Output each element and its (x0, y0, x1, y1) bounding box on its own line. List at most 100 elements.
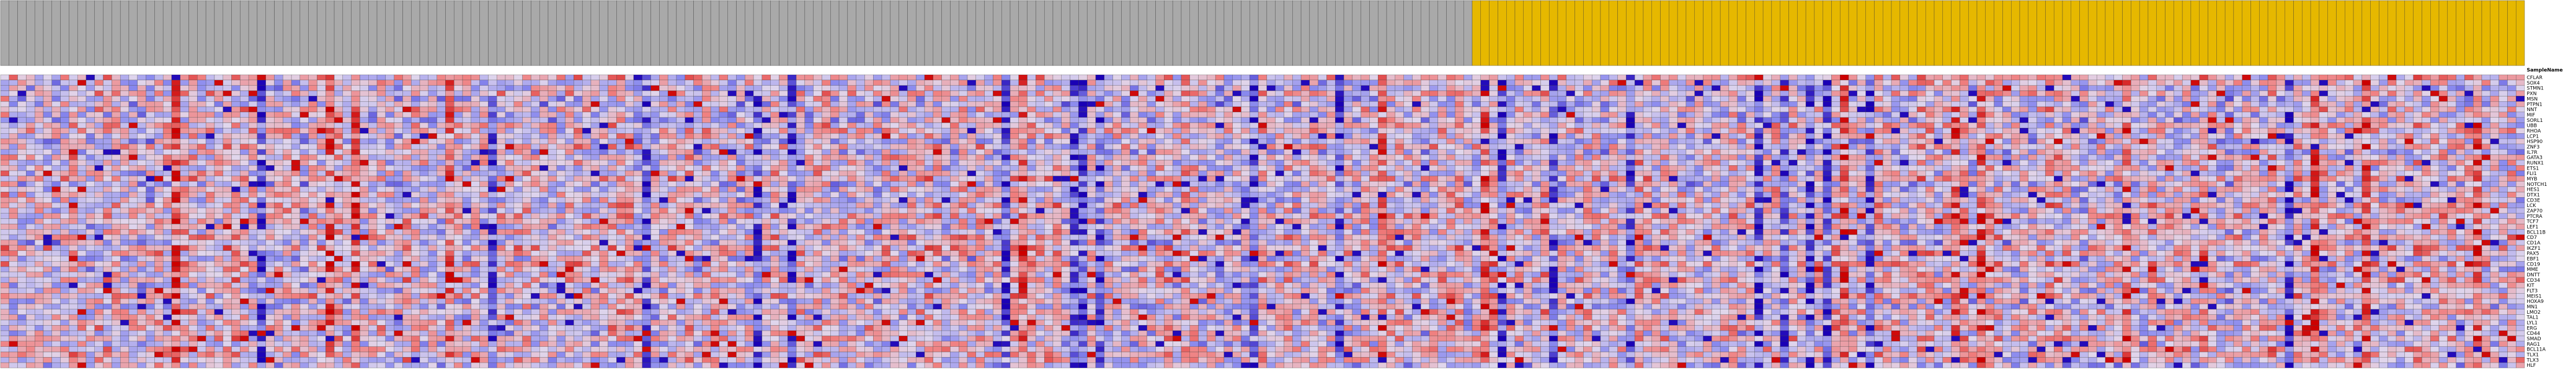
heatmap-cell (548, 122, 557, 128)
heatmap-cell (565, 138, 574, 145)
heatmap-cell (1463, 128, 1473, 134)
heatmap-cell (1241, 80, 1250, 86)
heatmap-cell (770, 80, 779, 86)
heatmap-cell (351, 128, 360, 134)
heatmap-cell (1771, 128, 1780, 134)
heatmap-cell (1463, 149, 1473, 155)
heatmap-cell (1694, 90, 1703, 96)
heatmap-cell (676, 133, 685, 139)
heatmap-cell (531, 138, 540, 145)
heatmap-cell (753, 128, 763, 134)
heatmap-cell (1942, 101, 1951, 107)
heatmap-cell (471, 96, 480, 102)
heatmap-cell (1010, 85, 1019, 91)
heatmap-cell (599, 149, 608, 155)
sample-header-cell (907, 0, 916, 66)
heatmap-cell (17, 90, 27, 96)
heatmap-cell (1010, 80, 1019, 86)
heatmap-cell (428, 128, 437, 134)
sample-header-cell (1232, 0, 1241, 66)
heatmap-cell (1968, 80, 1977, 86)
heatmap-cell (770, 154, 779, 160)
sample-header-cell (2096, 0, 2106, 66)
heatmap-cell (1712, 85, 1721, 91)
heatmap-cell (2122, 106, 2131, 113)
heatmap-cell (2404, 149, 2414, 155)
heatmap-cell (1113, 74, 1122, 81)
heatmap-cell (856, 112, 865, 118)
heatmap-cell (2054, 149, 2063, 155)
heatmap-cell (2396, 117, 2405, 123)
heatmap-cell (1523, 74, 1532, 81)
heatmap-cell (881, 154, 891, 160)
heatmap-cell (608, 85, 617, 91)
heatmap-grid (0, 74, 2525, 368)
heatmap-cell (1514, 133, 1524, 139)
heatmap-cell (1018, 80, 1027, 86)
heatmap-cell (120, 138, 129, 145)
heatmap-cell (522, 112, 531, 118)
heatmap-cell (847, 106, 856, 113)
heatmap-cell (1831, 112, 1840, 118)
heatmap-cell (1113, 149, 1122, 155)
heatmap-cell (933, 144, 942, 150)
heatmap-cell (1335, 128, 1344, 134)
heatmap-cell (1788, 96, 1798, 102)
heatmap-cell (1189, 85, 1199, 91)
heatmap-cell (2285, 122, 2294, 128)
heatmap-cell (1412, 117, 1421, 123)
heatmap-cell (1874, 133, 1883, 139)
heatmap-cell (2302, 154, 2311, 160)
heatmap-cell (2447, 90, 2456, 96)
heatmap-cell (1891, 122, 1901, 128)
heatmap-cell (1583, 149, 1592, 155)
heatmap-cell (813, 112, 822, 118)
heatmap-cell (1266, 74, 1276, 81)
heatmap-cell (60, 144, 69, 150)
heatmap-cell (1840, 149, 1849, 155)
heatmap-cell (1514, 117, 1524, 123)
sample-header-cell (2199, 0, 2208, 66)
heatmap-cell (411, 80, 420, 86)
heatmap-cell (1549, 128, 1558, 134)
heatmap-cell (1189, 149, 1199, 155)
heatmap-cell (1985, 96, 1994, 102)
heatmap-cell (162, 138, 172, 145)
heatmap-cell (308, 112, 317, 118)
heatmap-cell (1147, 154, 1156, 160)
heatmap-cell (1010, 101, 1019, 107)
heatmap-cell (1609, 149, 1618, 155)
heatmap-cell (300, 90, 309, 96)
heatmap-cell (385, 128, 394, 134)
heatmap-cell (650, 144, 660, 150)
sample-header-cell (137, 0, 146, 66)
heatmap-cell (1001, 138, 1011, 145)
heatmap-cell (1523, 128, 1532, 134)
heatmap-cell (1070, 112, 1079, 118)
heatmap-cell (2011, 80, 2020, 86)
heatmap-cell (1164, 96, 1173, 102)
heatmap-cell (2345, 144, 2354, 150)
heatmap-cell (719, 112, 728, 118)
heatmap-cell (556, 144, 565, 150)
heatmap-cell (2396, 133, 2405, 139)
heatmap-cell (488, 138, 497, 145)
heatmap-cell (368, 149, 378, 155)
heatmap-cell (1994, 106, 2003, 113)
heatmap-cell (94, 112, 103, 118)
heatmap-cell (856, 117, 865, 123)
heatmap-cell (1703, 122, 1712, 128)
heatmap-cell (1052, 74, 1062, 81)
heatmap-cell (1626, 112, 1635, 118)
heatmap-cell (2208, 85, 2217, 91)
heatmap-cell (214, 112, 223, 118)
heatmap-cell (497, 138, 506, 145)
heatmap-cell (659, 122, 668, 128)
heatmap-cell (376, 144, 386, 150)
heatmap-cell (1309, 154, 1318, 160)
heatmap-cell (1258, 128, 1267, 134)
heatmap-cell (1087, 144, 1096, 150)
heatmap-cell (1326, 85, 1336, 91)
heatmap-cell (2062, 74, 2071, 81)
heatmap-cell (2438, 101, 2448, 107)
